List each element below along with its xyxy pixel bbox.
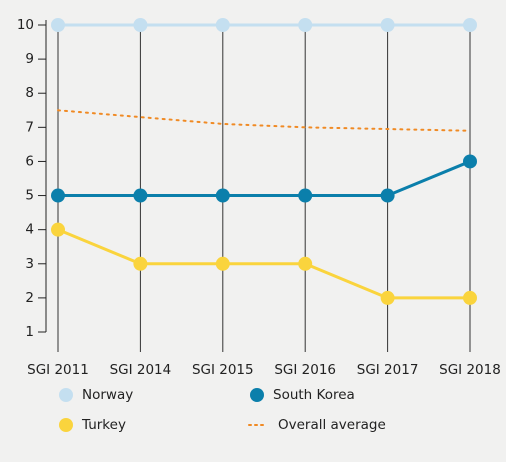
- y-tick-label: 10: [17, 17, 34, 33]
- y-tick-label: 9: [25, 51, 34, 67]
- point: [51, 18, 65, 32]
- series-line: [57, 228, 470, 300]
- point: [133, 18, 148, 32]
- y-tick-label: 3: [25, 256, 34, 272]
- point: [380, 290, 395, 305]
- point: [298, 256, 313, 271]
- point: [215, 18, 230, 32]
- point: [380, 188, 395, 203]
- point: [463, 290, 477, 305]
- y-tick-label: 5: [25, 188, 34, 204]
- y-tick-label: 1: [25, 324, 34, 340]
- legend-swatch: [250, 388, 264, 402]
- point: [298, 188, 313, 203]
- y-tick-label: 2: [25, 290, 34, 306]
- point: [463, 154, 477, 169]
- point: [463, 18, 477, 32]
- point: [133, 188, 148, 203]
- series-line: [58, 160, 471, 198]
- y-tick-label: 7: [25, 119, 34, 135]
- point: [215, 256, 230, 271]
- y-tick-label: 4: [25, 222, 34, 238]
- point: [298, 18, 313, 32]
- x-tick-label: SGI 2018: [439, 362, 501, 378]
- y-tick-label: 8: [25, 85, 34, 101]
- x-tick-label: SGI 2014: [110, 362, 172, 378]
- point: [380, 18, 395, 32]
- x-tick-label: SGI 2011: [27, 362, 89, 378]
- legend-label: Turkey: [81, 417, 126, 433]
- point: [51, 188, 65, 203]
- x-tick-label: SGI 2015: [192, 362, 254, 378]
- legend-swatch: [59, 388, 73, 402]
- legend-label: South Korea: [273, 387, 355, 403]
- point: [215, 188, 230, 203]
- legend-swatch: [59, 418, 73, 432]
- x-tick-label: SGI 2017: [357, 362, 419, 378]
- point: [133, 256, 148, 271]
- legend-label: Overall average: [278, 417, 386, 433]
- legend-label: Norway: [82, 387, 133, 403]
- x-tick-label: SGI 2016: [274, 362, 336, 378]
- y-tick-label: 6: [25, 153, 34, 169]
- point: [51, 222, 65, 237]
- series-line: [57, 109, 471, 132]
